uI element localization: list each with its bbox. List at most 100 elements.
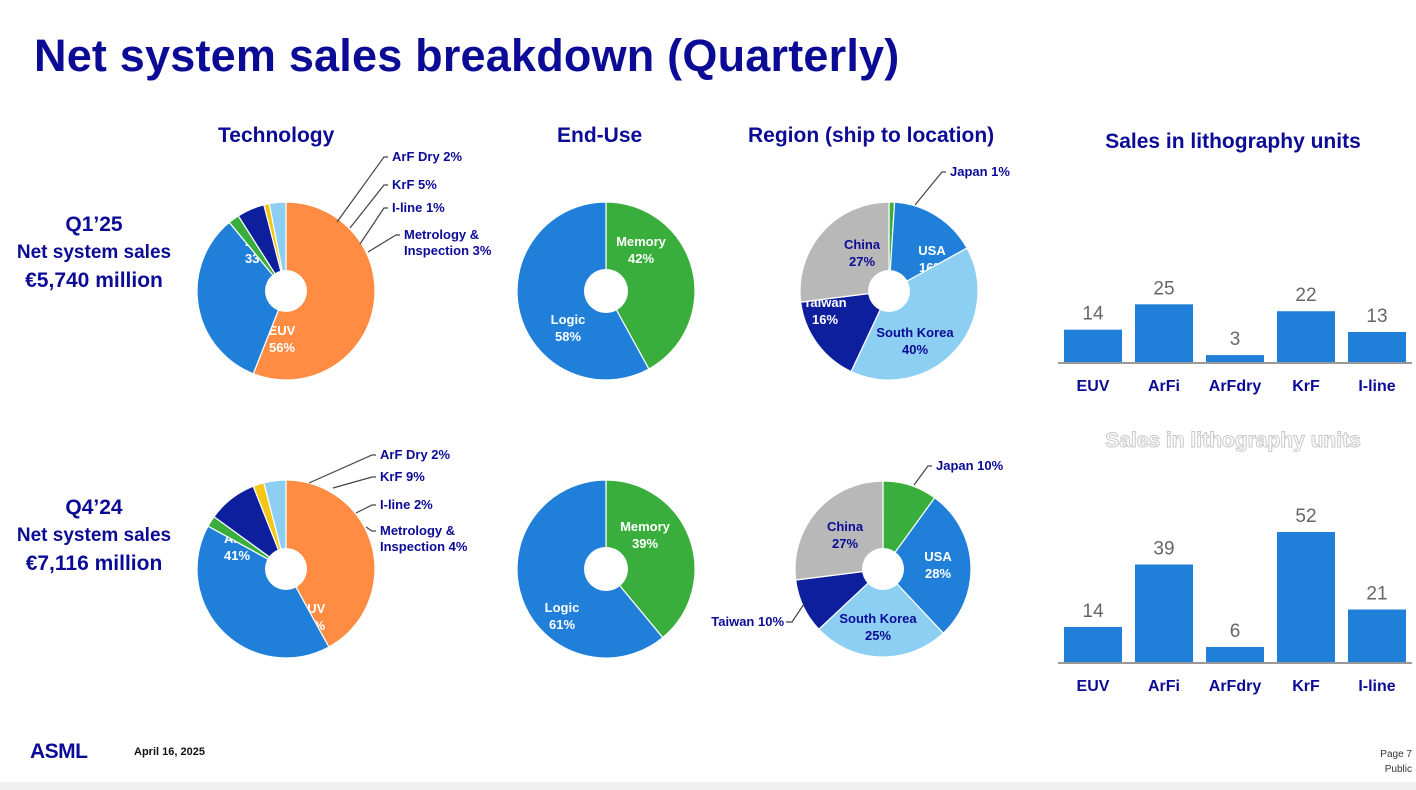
pie-hole <box>584 547 628 591</box>
pie-label-japan: Japan 1% <box>950 164 1010 179</box>
callout-line-i-line <box>359 207 388 245</box>
pie-slice-logic <box>516 201 650 381</box>
pie-label-south-korea: South Korea 25% <box>839 611 917 643</box>
bar-krf <box>1277 311 1335 362</box>
pie-slice-taiwan <box>800 290 891 373</box>
bar-category-label: I-line <box>1358 378 1395 395</box>
pie-chart-region-ship-to-location-q1-25: Japan 1%USA16%South Korea40%Taiwan16%Chi… <box>799 164 1010 381</box>
callout-line-japan <box>913 465 932 486</box>
bar-value-label: 22 <box>1295 285 1316 306</box>
bar-category-label: EUV <box>1077 378 1110 395</box>
pie-chart-end-use-q4-24: Memory 39% Logic 61% <box>516 479 696 659</box>
bar-arfdry <box>1206 355 1264 362</box>
litho-units-title: Sales in lithography units <box>1105 130 1361 153</box>
technology-title: Technology <box>218 124 335 147</box>
bar-value-label: 3 <box>1230 329 1241 350</box>
logo-text: ASML <box>30 740 88 763</box>
bar-euv <box>1064 627 1122 662</box>
footer-date: April 16, 2025 <box>134 746 205 758</box>
pie-slice-usa <box>888 201 968 293</box>
pie-label-i-line: I-line 2% <box>380 497 433 512</box>
bar-value-label: 13 <box>1366 306 1387 327</box>
pie-slice-euv <box>285 479 376 648</box>
bar-value-label: 14 <box>1082 601 1104 622</box>
pie-hole <box>584 269 628 313</box>
pie-slice-memory <box>605 201 696 370</box>
page-number: Page 7 <box>1380 749 1412 760</box>
bar-category-label: ArFdry <box>1209 378 1262 395</box>
pie-label-euv: EUV 56% <box>269 323 296 355</box>
callout-line-metrology-and-inspection <box>365 526 376 532</box>
bar-category-label: I-line <box>1358 678 1395 695</box>
pie-label-i-line: I-line 1% <box>392 200 445 215</box>
callout-line-arf-dry <box>336 156 388 223</box>
callout-line-japan <box>914 171 946 206</box>
bar-category-label: KrF <box>1292 678 1320 695</box>
pie-label-krf: KrF 5% <box>392 177 437 192</box>
page-title: Net system sales breakdown (Quarterly) <box>34 30 900 81</box>
pie-slice-usa <box>882 496 972 634</box>
pie-label-logic: Logic 58% <box>551 312 586 344</box>
callout-line-i-line <box>355 504 376 514</box>
pie-label-metrology-and-inspection: Metrology & Inspection 3% <box>404 227 492 258</box>
pie-chart-end-use-q1-25: Memory 42% Logic 58% <box>516 201 696 381</box>
bar-value-label: 14 <box>1082 304 1104 325</box>
pie-slice-south-korea <box>850 247 979 381</box>
pie-hole <box>862 548 904 590</box>
period-amount: €5,740 million <box>25 269 163 292</box>
bar-category-label: ArFi <box>1148 678 1180 695</box>
pie-label-usa: USA 28% <box>924 549 952 581</box>
footer-bar <box>0 782 1416 790</box>
pie-label-memory: Memory 42% <box>616 234 667 266</box>
bar-chart-q1-25: 14 EUV 25 ArFi 3 ArFdry 22 KrF 13 I-line <box>1058 278 1412 395</box>
period-quarter: Q4’24 <box>65 496 123 519</box>
pie-label-taiwan: Taiwan 10% <box>711 614 784 629</box>
pie-hole <box>265 270 307 312</box>
pie-label-krf: KrF 9% <box>380 469 425 484</box>
bar-value-label: 21 <box>1366 584 1387 605</box>
pie-slice-china <box>794 480 884 581</box>
bar-i-line <box>1348 332 1406 362</box>
bar-category-label: ArFi <box>1148 378 1180 395</box>
pie-label-logic: Logic 61% <box>545 600 580 632</box>
pie-label-metrology-and-inspection: Metrology & Inspection 4% <box>380 523 468 554</box>
bar-arfi <box>1135 564 1193 662</box>
end-use-title: End-Use <box>557 124 643 147</box>
bar-euv <box>1064 329 1122 362</box>
callout-line-krf <box>332 476 376 489</box>
pie-label-south-korea: South Korea 40% <box>876 325 954 357</box>
pie-chart-technology-q4-24: EUV42%ArFi41%ArF Dry 2%KrF 9%I-line 2%Me… <box>196 447 468 659</box>
pie-slice-metrology-and-inspection <box>263 479 287 570</box>
bar-category-label: KrF <box>1292 378 1320 395</box>
pie-label-japan: Japan 10% <box>936 458 1004 473</box>
period-label: Net system sales <box>16 525 172 546</box>
pie-label-china: China 27% <box>844 237 881 269</box>
pie-slice-euv <box>252 201 376 381</box>
bar-arfdry <box>1206 647 1264 662</box>
classification: Public <box>1384 764 1412 775</box>
callout-line-metrology-and-inspection <box>367 234 400 253</box>
pie-label-china: China 27% <box>827 519 864 551</box>
period-q4-24: Q4’24 Net system sales €7,116 million <box>6 494 182 578</box>
bar-chart-q4-24: 14 EUV 39 ArFi 6 ArFdry 52 KrF 21 I-line <box>1058 506 1412 695</box>
period-amount: €7,116 million <box>25 552 163 575</box>
pie-slice-metrology-and-inspection <box>268 201 287 292</box>
period-label: Net system sales <box>16 242 172 263</box>
pie-label-arf-dry: ArF Dry 2% <box>392 149 463 164</box>
bar-category-label: EUV <box>1077 678 1110 695</box>
bar-arfi <box>1135 304 1193 362</box>
pie-hole <box>265 548 307 590</box>
footer-page-info: Page 7 Public <box>1380 747 1412 777</box>
callout-line-arf-dry <box>308 454 376 484</box>
bar-value-label: 39 <box>1153 539 1174 560</box>
pie-slice-china <box>799 201 890 303</box>
bar-krf <box>1277 532 1335 662</box>
litho-units-title-2: Sales in lithography units <box>1105 429 1362 453</box>
asml-logo: ASML <box>30 740 89 763</box>
pie-slice-arfi <box>196 525 330 659</box>
period-quarter: Q1’25 <box>65 213 123 236</box>
bar-value-label: 25 <box>1153 278 1174 299</box>
